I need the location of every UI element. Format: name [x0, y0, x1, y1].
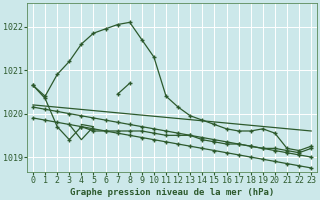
- X-axis label: Graphe pression niveau de la mer (hPa): Graphe pression niveau de la mer (hPa): [70, 188, 274, 197]
